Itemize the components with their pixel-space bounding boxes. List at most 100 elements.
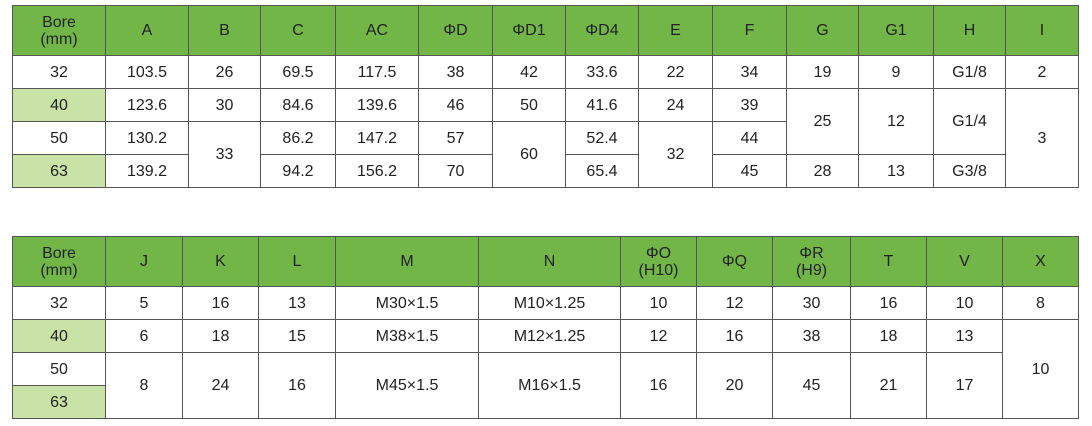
cell: 16 [182, 286, 259, 320]
cell: 38 [772, 319, 851, 353]
cell: 34 [712, 55, 787, 89]
cell: 10 [620, 286, 697, 320]
header-row: Bore (mm) J K L M N ΦO (H10) ΦQ ΦR (H9) T V X [12, 236, 1079, 287]
bore-cell: 50 [12, 121, 106, 155]
cell: 13 [258, 286, 336, 320]
cell: 30 [188, 88, 261, 122]
cell: 45 [712, 154, 787, 188]
cell: M38×1.5 [335, 319, 479, 353]
cell: 42 [492, 55, 566, 89]
cell: 41.6 [565, 88, 639, 122]
cell: 139.2 [105, 154, 189, 188]
cell: 26 [188, 55, 261, 89]
header-cell: G1 [858, 5, 934, 56]
cell: 18 [850, 319, 927, 353]
header-cell: V [926, 236, 1003, 287]
header-cell: M [335, 236, 479, 287]
bore-cell: 32 [12, 286, 106, 320]
header-cell: ΦD1 [492, 5, 566, 56]
cell: 16 [850, 286, 927, 320]
row: 40 123.6 30 84.6 139.6 46 50 41.6 24 39 25 12 G1/4 3 [12, 88, 1079, 188]
cell: 69.5 [260, 55, 336, 89]
cell: M16×1.5 [478, 352, 621, 419]
cell: 50 [492, 88, 566, 122]
header-cell: X [1002, 236, 1079, 287]
header-cell: Bore (mm) [12, 5, 106, 56]
cell: 13 [926, 319, 1003, 353]
cell: 147.2 [335, 121, 419, 155]
cell: 25 [786, 88, 859, 155]
header-cell: N [478, 236, 621, 287]
cell: 12 [696, 286, 773, 320]
cell: 12 [858, 88, 934, 155]
cell: 2 [1005, 55, 1079, 89]
cell: 38 [418, 55, 493, 89]
header-cell: C [260, 5, 336, 56]
cell: 52.4 [565, 121, 639, 155]
cell: 39 [712, 88, 787, 122]
cell: 17 [926, 352, 1003, 419]
header-cell: A [105, 5, 189, 56]
cell: 84.6 [260, 88, 336, 122]
row: 32 103.5 26 69.5 117.5 38 42 33.6 22 34 19 9 G1/8 2 [12, 55, 1079, 89]
cell: G1/8 [933, 55, 1006, 89]
cell: 16 [258, 352, 336, 419]
header-cell: I [1005, 5, 1079, 56]
cell: 65.4 [565, 154, 639, 188]
bore-cell: 40 [12, 88, 106, 122]
cell: 70 [418, 154, 493, 188]
cell: 32 [638, 121, 713, 188]
cell: 16 [696, 319, 773, 353]
cell: M30×1.5 [335, 286, 479, 320]
header-cell: H [933, 5, 1006, 56]
cell: M12×1.25 [478, 319, 621, 353]
header-cell: J [105, 236, 183, 287]
header-row: Bore (mm) A B C AC ΦD ΦD1 ΦD4 E F G G1 H I [12, 5, 1079, 56]
cell: 103.5 [105, 55, 189, 89]
cell: G1/4 [933, 88, 1006, 155]
row: 32 5 16 13 M30×1.5 M10×1.25 10 12 30 16 10 8 [12, 286, 1079, 320]
header-cell: E [638, 5, 713, 56]
cell: 94.2 [260, 154, 336, 188]
header-cell: F [712, 5, 787, 56]
cell: 139.6 [335, 88, 419, 122]
cell: M10×1.25 [478, 286, 621, 320]
bore-cell: 32 [12, 55, 106, 89]
cell: 19 [786, 55, 859, 89]
cell: 20 [696, 352, 773, 419]
bore-cell: 63 [12, 154, 106, 188]
cell: 33 [188, 121, 261, 188]
cell: 12 [620, 319, 697, 353]
cell: 45 [772, 352, 851, 419]
header-cell: ΦQ [696, 236, 773, 287]
cell: 6 [105, 319, 183, 353]
cell: 60 [492, 121, 566, 188]
cell: 44 [712, 121, 787, 155]
row: 40 6 18 15 M38×1.5 M12×1.25 12 16 38 18 13 10 [12, 319, 1079, 419]
header-cell: ΦD [418, 5, 493, 56]
cell: 123.6 [105, 88, 189, 122]
cell: 3 [1005, 88, 1079, 188]
cell: 22 [638, 55, 713, 89]
header-cell: G [786, 5, 859, 56]
bore-cell: 63 [12, 385, 106, 419]
cell: 10 [926, 286, 1003, 320]
row: 63 139.2 94.2 156.2 70 65.4 45 28 13 G3/8 [12, 154, 1079, 188]
cell: 8 [1002, 286, 1079, 320]
cell: 24 [638, 88, 713, 122]
header-cell: ΦD4 [565, 5, 639, 56]
header-cell: Bore (mm) [12, 236, 106, 287]
cell: 10 [1002, 319, 1079, 419]
dimension-table: Bore (mm) A B C AC ΦD ΦD1 ΦD4 E F G G1 H I 32 103.5 26 69… [12, 5, 1079, 188]
cell: 24 [182, 352, 259, 419]
header-cell: ΦR (H9) [772, 236, 851, 287]
cell: 117.5 [335, 55, 419, 89]
cell: 33.6 [565, 55, 639, 89]
row: 63 [12, 385, 1079, 419]
dimension-table: Bore (mm) J K L M N ΦO (H10) ΦQ ΦR (H9) T V X 32 5 16 1… [12, 236, 1079, 419]
cell: G3/8 [933, 154, 1006, 188]
cell: 8 [105, 352, 183, 419]
cell: 16 [620, 352, 697, 419]
bore-cell: 50 [12, 352, 106, 386]
cell: 9 [858, 55, 934, 89]
